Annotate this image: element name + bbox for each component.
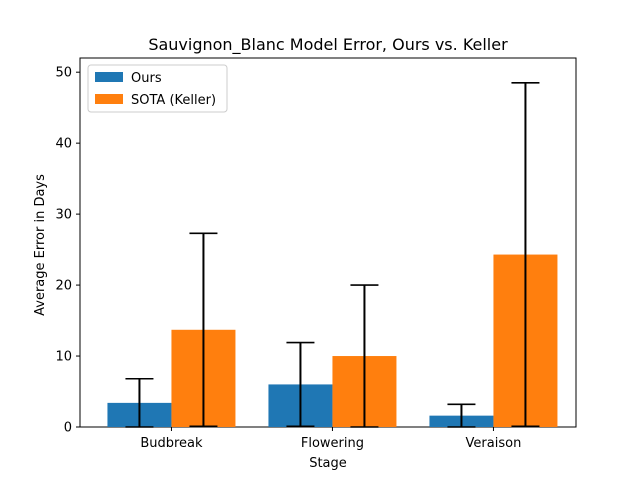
- x-tick-label: Budbreak: [140, 436, 203, 451]
- x-tick-label: Flowering: [301, 436, 364, 451]
- chart-title: Sauvignon_Blanc Model Error, Ours vs. Ke…: [148, 35, 508, 55]
- legend-label: SOTA (Keller): [131, 93, 216, 108]
- y-tick-label: 50: [55, 66, 72, 81]
- y-axis-label: Average Error in Days: [33, 174, 48, 316]
- legend-swatch: [95, 94, 123, 104]
- y-tick-label: 40: [55, 137, 72, 152]
- y-tick-label: 0: [64, 421, 72, 436]
- y-tick-label: 10: [55, 350, 72, 365]
- x-axis-label: Stage: [309, 456, 347, 471]
- y-tick-label: 30: [55, 208, 72, 223]
- y-tick-label: 20: [55, 279, 72, 294]
- x-tick-label: Veraison: [466, 436, 522, 451]
- legend-swatch: [95, 72, 123, 82]
- legend-label: Ours: [131, 71, 162, 86]
